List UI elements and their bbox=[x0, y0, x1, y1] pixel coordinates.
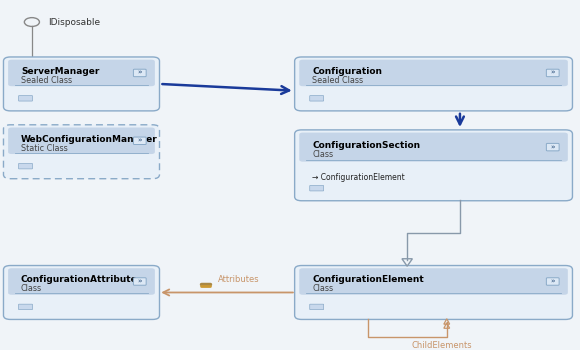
FancyBboxPatch shape bbox=[133, 278, 146, 285]
Text: → ConfigurationElement: → ConfigurationElement bbox=[312, 173, 405, 182]
FancyBboxPatch shape bbox=[3, 266, 160, 320]
FancyBboxPatch shape bbox=[8, 268, 155, 295]
Text: »: » bbox=[137, 138, 142, 144]
FancyBboxPatch shape bbox=[310, 304, 324, 310]
FancyBboxPatch shape bbox=[546, 69, 559, 77]
FancyBboxPatch shape bbox=[299, 60, 568, 86]
Text: Sealed Class: Sealed Class bbox=[312, 76, 363, 85]
Text: »: » bbox=[550, 279, 555, 285]
Text: ConfigurationSection: ConfigurationSection bbox=[312, 141, 420, 150]
FancyBboxPatch shape bbox=[299, 268, 568, 295]
FancyBboxPatch shape bbox=[546, 278, 559, 285]
FancyBboxPatch shape bbox=[133, 137, 146, 145]
FancyBboxPatch shape bbox=[8, 60, 155, 86]
FancyBboxPatch shape bbox=[133, 69, 146, 77]
FancyBboxPatch shape bbox=[19, 304, 32, 310]
FancyBboxPatch shape bbox=[3, 57, 160, 111]
Text: Attributes: Attributes bbox=[218, 275, 260, 284]
FancyBboxPatch shape bbox=[546, 144, 559, 151]
FancyBboxPatch shape bbox=[299, 133, 568, 162]
FancyBboxPatch shape bbox=[310, 96, 324, 101]
FancyBboxPatch shape bbox=[295, 130, 572, 201]
Text: ChildElements: ChildElements bbox=[412, 342, 473, 350]
Text: »: » bbox=[550, 70, 555, 76]
Text: »: » bbox=[137, 279, 142, 285]
Text: Sealed Class: Sealed Class bbox=[21, 76, 72, 85]
Text: Class: Class bbox=[312, 285, 333, 293]
Text: ServerManager: ServerManager bbox=[21, 67, 99, 76]
Text: IDisposable: IDisposable bbox=[48, 18, 100, 27]
FancyBboxPatch shape bbox=[3, 125, 160, 179]
Text: Static Class: Static Class bbox=[21, 144, 68, 153]
Text: Configuration: Configuration bbox=[312, 67, 382, 76]
Text: ConfigurationAttribute: ConfigurationAttribute bbox=[21, 275, 137, 284]
Text: »: » bbox=[550, 144, 555, 150]
FancyBboxPatch shape bbox=[310, 186, 324, 191]
Text: »: » bbox=[137, 70, 142, 76]
FancyBboxPatch shape bbox=[19, 163, 32, 169]
Text: Class: Class bbox=[312, 150, 333, 159]
Text: Class: Class bbox=[21, 285, 42, 293]
FancyBboxPatch shape bbox=[295, 57, 572, 111]
FancyBboxPatch shape bbox=[8, 127, 155, 154]
FancyBboxPatch shape bbox=[295, 266, 572, 320]
Text: ConfigurationElement: ConfigurationElement bbox=[312, 275, 424, 284]
Text: WebConfigurationManager: WebConfigurationManager bbox=[21, 134, 158, 144]
FancyBboxPatch shape bbox=[19, 96, 32, 101]
